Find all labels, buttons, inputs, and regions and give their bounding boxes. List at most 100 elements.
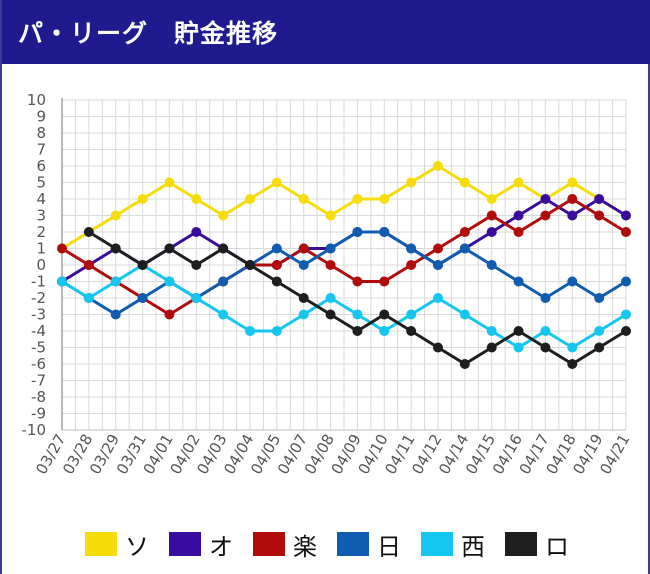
data-point-西: [325, 293, 336, 303]
data-point-ロ: [621, 326, 631, 336]
data-point-楽: [352, 276, 363, 287]
data-point-ソ: [406, 177, 417, 188]
data-point-ソ: [271, 177, 282, 188]
data-point-楽: [164, 309, 175, 320]
y-tick-label: -2: [31, 289, 46, 307]
data-point-楽: [271, 260, 282, 270]
y-tick-label: 1: [36, 240, 46, 258]
data-point-ロ: [486, 342, 497, 353]
data-point-ソ: [459, 177, 470, 188]
data-point-ロ: [459, 359, 470, 369]
data-point-西: [164, 276, 175, 287]
data-point-ソ: [164, 177, 175, 188]
legend-label: 日: [377, 532, 401, 561]
data-point-ロ: [298, 293, 309, 303]
legend-swatch: [169, 532, 201, 556]
legend-item: 西: [421, 527, 485, 562]
y-tick-label: 10: [27, 91, 46, 109]
legend-label: 楽: [293, 532, 317, 561]
data-point-楽: [325, 260, 336, 270]
data-point-ロ: [540, 342, 551, 353]
data-point-楽: [433, 243, 443, 254]
legend-swatch: [421, 532, 453, 556]
header-bar: パ・リーグ 貯金推移: [2, 0, 650, 64]
data-point-ロ: [137, 260, 148, 270]
data-point-オ: [621, 210, 631, 221]
data-point-ロ: [513, 326, 524, 336]
data-point-西: [379, 326, 390, 336]
data-point-ソ: [486, 194, 497, 204]
data-point-西: [406, 309, 417, 320]
data-point-日: [352, 227, 363, 237]
data-point-西: [486, 326, 497, 336]
data-point-日: [137, 293, 148, 303]
legend-item: オ: [169, 527, 233, 562]
y-tick-label: 9: [36, 108, 46, 126]
data-point-ロ: [567, 359, 578, 369]
legend-swatch: [85, 532, 117, 556]
data-point-日: [486, 260, 497, 270]
data-point-ロ: [352, 326, 363, 336]
data-point-西: [594, 326, 605, 336]
data-point-ロ: [191, 260, 202, 270]
data-point-ロ: [325, 309, 336, 320]
data-point-オ: [567, 210, 578, 221]
data-point-ロ: [83, 227, 94, 237]
data-point-西: [57, 276, 67, 287]
data-point-西: [459, 309, 470, 320]
data-point-楽: [406, 260, 417, 270]
data-point-日: [513, 276, 524, 287]
data-point-ロ: [164, 243, 175, 254]
series-line-ソ: [61, 164, 627, 250]
data-point-オ: [486, 227, 497, 237]
legend-swatch: [337, 532, 369, 556]
data-point-ソ: [433, 161, 443, 171]
data-point-楽: [621, 227, 631, 237]
data-point-日: [567, 276, 578, 287]
series-points: [57, 161, 631, 369]
data-point-楽: [83, 260, 94, 270]
data-point-西: [83, 293, 94, 303]
data-point-楽: [540, 210, 551, 221]
data-point-ソ: [513, 177, 524, 188]
y-tick-label: -1: [31, 273, 46, 291]
legend-label: ソ: [125, 532, 149, 561]
data-point-日: [298, 260, 309, 270]
data-point-楽: [513, 227, 524, 237]
data-point-西: [245, 326, 255, 336]
y-tick-label: -5: [31, 339, 46, 357]
data-point-西: [298, 309, 309, 320]
y-tick-label: -10: [22, 421, 47, 439]
data-point-ソ: [379, 194, 390, 204]
data-point-ロ: [110, 243, 121, 254]
y-tick-label: -4: [31, 322, 46, 340]
legend-swatch: [253, 532, 285, 556]
data-point-西: [110, 276, 121, 287]
data-point-ソ: [298, 194, 309, 204]
data-point-西: [513, 342, 524, 353]
y-tick-label: 8: [36, 124, 46, 142]
data-point-日: [459, 243, 470, 254]
data-point-ソ: [191, 194, 202, 204]
data-point-楽: [594, 210, 605, 221]
data-point-ロ: [594, 342, 605, 353]
y-tick-label: -9: [31, 405, 46, 423]
y-tick-label: 5: [36, 174, 46, 192]
data-point-日: [271, 243, 282, 254]
data-point-オ: [540, 194, 551, 204]
data-point-ソ: [325, 210, 336, 221]
data-point-日: [110, 309, 121, 320]
page-title: パ・リーグ 貯金推移: [18, 19, 279, 48]
data-point-ソ: [218, 210, 229, 221]
data-point-西: [621, 309, 631, 320]
data-point-楽: [57, 243, 67, 254]
legend-item: 楽: [253, 527, 317, 562]
x-axis-ticks: 03/2703/2803/2903/3104/0104/0204/0304/04…: [32, 431, 633, 477]
data-point-オ: [594, 194, 605, 204]
data-point-ソ: [110, 210, 121, 221]
chart-grid: [61, 98, 627, 431]
legend-item: 日: [337, 527, 401, 562]
data-point-楽: [459, 227, 470, 237]
